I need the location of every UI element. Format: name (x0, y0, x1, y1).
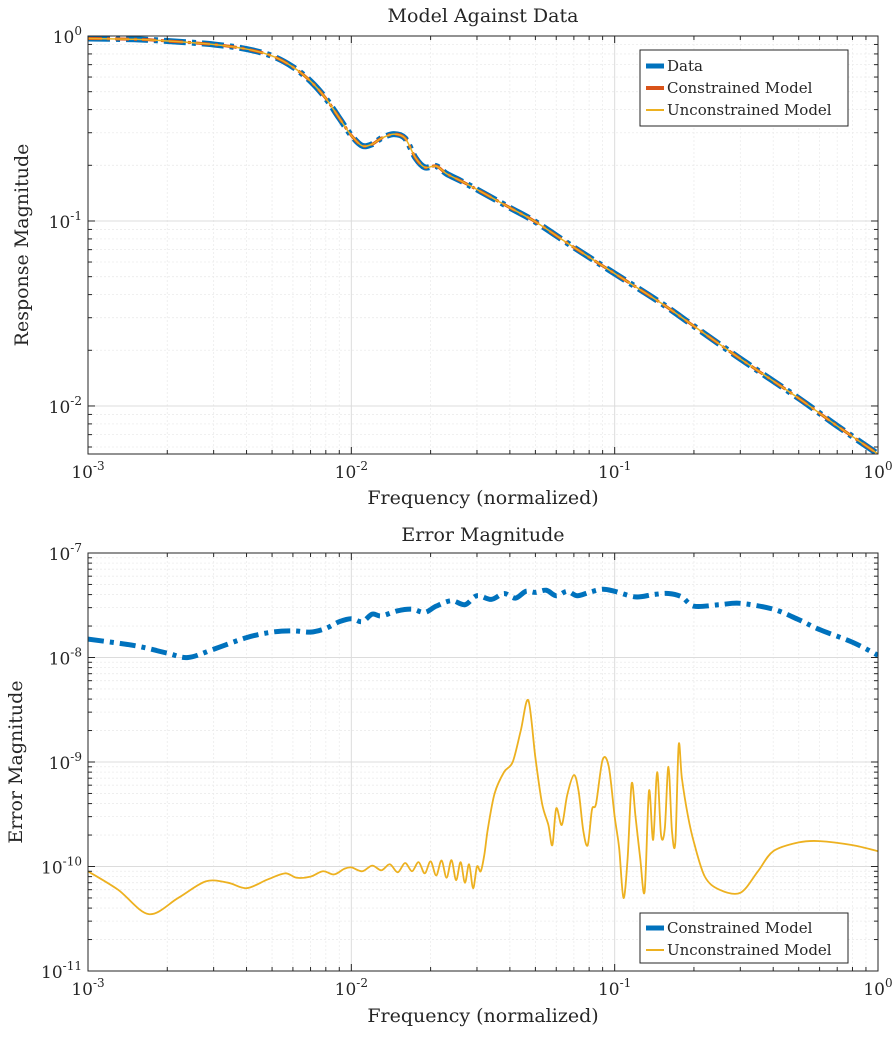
y-tick-label: 10-8 (49, 646, 82, 670)
legend-label-unconstrained: Unconstrained Model (667, 101, 832, 119)
legend-box (639, 912, 849, 964)
response-plot-ylabel: Response Magnitude (11, 144, 33, 347)
legend-box (639, 49, 849, 127)
response-plot-frame (87, 35, 879, 455)
x-tick-label: 10-2 (335, 459, 368, 483)
legend-label-constrained: Constrained Model (667, 919, 813, 937)
x-tick-label: 100 (863, 459, 892, 483)
y-tick-label: 10-11 (41, 959, 82, 983)
error-plot-ticks: 10-3 10-2 10-1 100 10-11 10-10 10-9 10-8 10-7 (41, 541, 893, 1000)
x-tick-label: 10-2 (335, 976, 368, 1000)
response-plot-xlabel: Frequency (normalized) (367, 487, 598, 509)
error-plot-xlabel: Frequency (normalized) (367, 1005, 598, 1027)
x-tick-label: 100 (863, 976, 892, 1000)
legend-label-unconstrained: Unconstrained Model (667, 941, 832, 959)
error-plot-legend: Constrained Model Unconstrained Model (639, 912, 849, 964)
response-plot-title: Model Against Data (388, 5, 579, 27)
response-plot-legend: Data Constrained Model Unconstrained Mod… (639, 49, 849, 127)
y-tick-label: 100 (53, 24, 82, 48)
response-plot-lines (88, 36, 878, 454)
series-line-unconstrained-model (88, 37, 878, 454)
response-plot: 10-3 10-2 10-1 100 10-2 10-1 100 Model Against… (11, 5, 893, 509)
error-plot-grid (87, 552, 879, 972)
response-plot-grid (87, 35, 879, 454)
y-tick-label: 10-2 (49, 394, 82, 418)
series-line-constrained-model (88, 586, 878, 661)
y-tick-label: 10-9 (49, 750, 82, 774)
y-tick-label: 10-1 (49, 209, 82, 233)
x-tick-label: 10-3 (71, 459, 104, 483)
response-plot-ticks: 10-3 10-2 10-1 100 10-2 10-1 100 (49, 24, 893, 483)
legend-label-data: Data (667, 57, 703, 75)
error-plot-ylabel: Error Magnitude (5, 680, 27, 843)
x-tick-label: 10-3 (71, 976, 104, 1000)
series-line-unconstrained-model (88, 698, 878, 916)
y-tick-label: 10-7 (49, 541, 82, 565)
error-plot-title: Error Magnitude (401, 524, 564, 546)
x-tick-label: 10-1 (598, 976, 631, 1000)
x-tick-label: 10-1 (598, 459, 631, 483)
error-plot-lines (88, 586, 878, 916)
y-tick-label: 10-10 (41, 855, 82, 879)
legend-label-constrained: Constrained Model (667, 79, 813, 97)
error-plot: 10-3 10-2 10-1 100 10-11 10-10 10-9 10-8 10-7 Er… (5, 524, 893, 1027)
